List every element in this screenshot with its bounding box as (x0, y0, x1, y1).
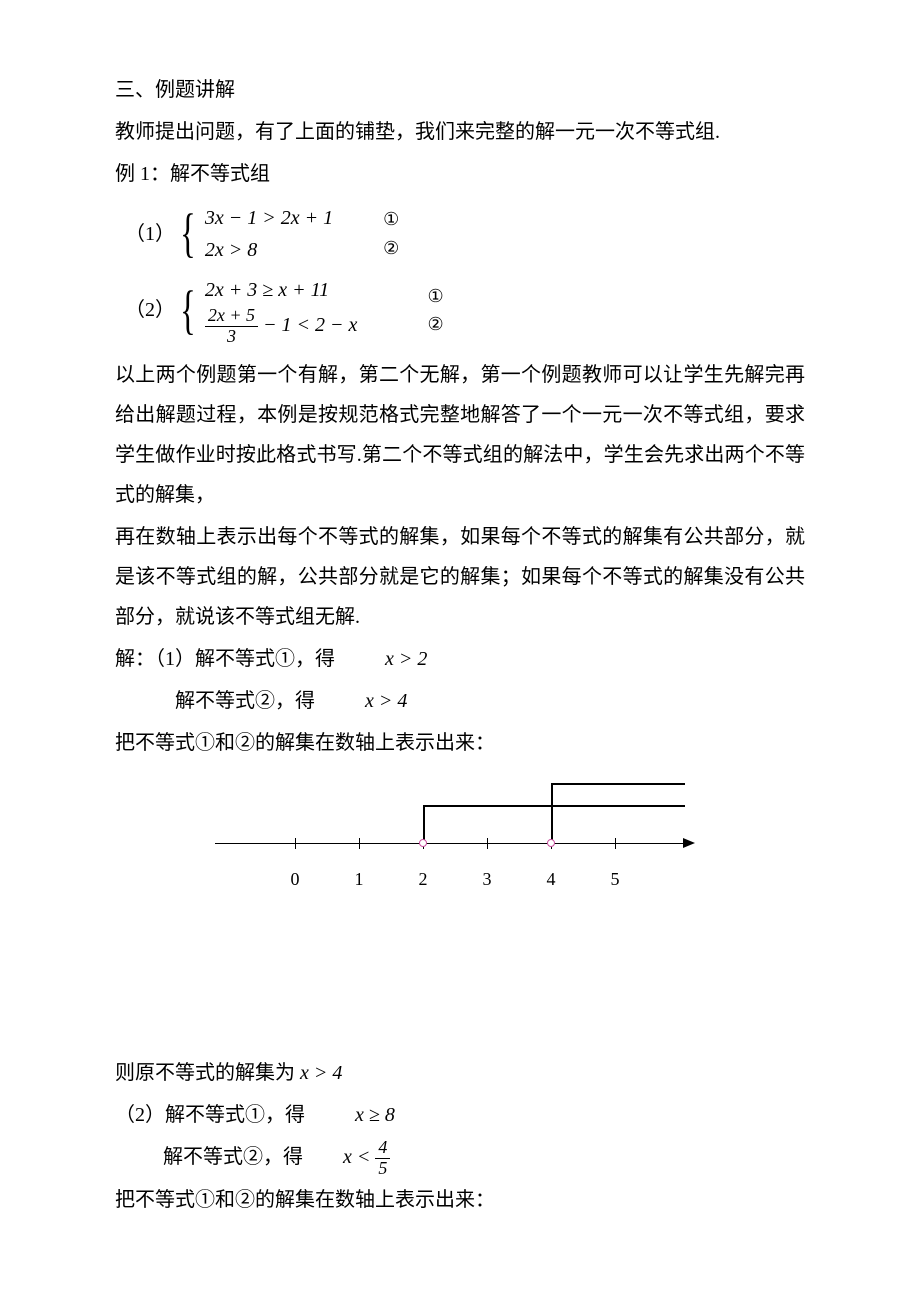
number-line: 0 1 2 3 4 5 (215, 783, 715, 913)
circled-2: ② (383, 234, 399, 263)
nl-bracket-inner (551, 783, 685, 843)
solution-2-step2: 解不等式②，得 x < 4 5 (115, 1137, 805, 1179)
s22-prefix-ineq: x < (343, 1146, 375, 1168)
nl-tick (615, 838, 616, 849)
conclusion-result: x > 4 (300, 1062, 342, 1084)
axis-intro: 把不等式①和②的解集在数轴上表示出来： (115, 723, 805, 763)
explanation-1: 以上两个例题第一个有解，第二个无解，第一个例题教师可以让学生先解完再给出解题过程… (115, 355, 805, 515)
solution-2-step1: （2）解不等式①，得 x ≥ 8 (115, 1095, 805, 1135)
nl-label: 5 (611, 861, 620, 897)
s21-prefix: （2）解不等式①，得 (115, 1104, 305, 1126)
s21-result: x ≥ 8 (355, 1104, 395, 1126)
problem-1: （1） { 3x − 1 > 2x + 1 2x > 8 ① ② (115, 202, 805, 266)
p2-rest: − 1 < 2 − x (258, 314, 357, 336)
s22-result: x < 4 5 (343, 1137, 390, 1179)
circled-2b: ② (427, 310, 443, 339)
p2-eq1: 2x + 3 ≥ x + 11 (205, 274, 358, 306)
s2-result: x > 4 (365, 690, 407, 712)
nl-label: 1 (355, 861, 364, 897)
s22-frac-num: 4 (375, 1138, 390, 1159)
brace-icon: { (180, 212, 196, 255)
solution-1-step1: 解：（1）解不等式①，得 x > 2 (115, 639, 805, 679)
nl-open-circle (547, 839, 555, 847)
s2-prefix: 解不等式②，得 (175, 690, 315, 712)
axis-intro-2: 把不等式①和②的解集在数轴上表示出来： (115, 1180, 805, 1220)
nl-tick (295, 838, 296, 849)
p1-label: （1） (125, 214, 175, 254)
p1-eq2: 2x > 8 (205, 234, 333, 266)
example-label: 例 1：解不等式组 (115, 154, 805, 194)
s22-frac-den: 5 (375, 1159, 390, 1179)
circled-1: ① (383, 205, 399, 234)
p2-frac-num: 2x + 5 (205, 306, 258, 327)
s22-prefix: 解不等式②，得 (163, 1137, 303, 1177)
nl-open-circle (419, 839, 427, 847)
nl-label: 2 (419, 861, 428, 897)
nl-label: 4 (547, 861, 556, 897)
nl-label: 3 (483, 861, 492, 897)
explanation-2: 再在数轴上表示出每个不等式的解集，如果每个不等式的解集有公共部分，就是该不等式组… (115, 517, 805, 637)
p2-label: （2） (125, 290, 175, 330)
conclusion-1: 则原不等式的解集为 x > 4 (115, 1053, 805, 1093)
p2-eq2: 2x + 5 3 − 1 < 2 − x (205, 306, 358, 347)
p2-frac-den: 3 (224, 327, 239, 347)
problem-2: （2） { 2x + 3 ≥ x + 11 2x + 5 3 − 1 < 2 −… (115, 274, 805, 347)
circled-1b: ① (427, 282, 443, 311)
intro-text: 教师提出问题，有了上面的铺垫，我们来完整的解一元一次不等式组. (115, 112, 805, 152)
solution-1-step2: 解不等式②，得 x > 4 (115, 681, 805, 721)
s1-prefix: 解：（1）解不等式①，得 (115, 648, 335, 670)
nl-tick (487, 838, 488, 849)
section-title: 三、例题讲解 (115, 70, 805, 110)
nl-label: 0 (291, 861, 300, 897)
conclusion-prefix: 则原不等式的解集为 (115, 1062, 295, 1084)
brace-icon: { (180, 289, 196, 332)
p1-eq1: 3x − 1 > 2x + 1 (205, 202, 333, 234)
s1-result: x > 2 (385, 648, 427, 670)
nl-tick (359, 838, 360, 849)
